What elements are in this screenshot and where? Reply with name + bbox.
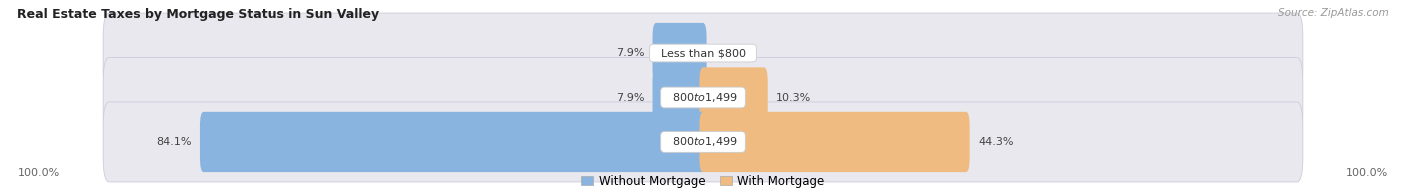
Text: 10.3%: 10.3% xyxy=(776,92,811,103)
FancyBboxPatch shape xyxy=(699,112,970,172)
Text: 100.0%: 100.0% xyxy=(1346,168,1388,178)
Text: 7.9%: 7.9% xyxy=(616,92,644,103)
FancyBboxPatch shape xyxy=(103,58,1303,137)
Text: 100.0%: 100.0% xyxy=(18,168,60,178)
FancyBboxPatch shape xyxy=(200,112,707,172)
Text: Less than $800: Less than $800 xyxy=(654,48,752,58)
FancyBboxPatch shape xyxy=(652,67,707,128)
Text: Source: ZipAtlas.com: Source: ZipAtlas.com xyxy=(1278,8,1389,18)
Text: 84.1%: 84.1% xyxy=(156,137,191,147)
Legend: Without Mortgage, With Mortgage: Without Mortgage, With Mortgage xyxy=(576,170,830,192)
Text: 0.0%: 0.0% xyxy=(721,48,749,58)
Text: $800 to $1,499: $800 to $1,499 xyxy=(665,136,741,148)
FancyBboxPatch shape xyxy=(699,67,768,128)
FancyBboxPatch shape xyxy=(103,102,1303,182)
Text: $800 to $1,499: $800 to $1,499 xyxy=(665,91,741,104)
Text: 7.9%: 7.9% xyxy=(616,48,644,58)
FancyBboxPatch shape xyxy=(103,13,1303,93)
FancyBboxPatch shape xyxy=(652,23,707,83)
Text: 44.3%: 44.3% xyxy=(979,137,1014,147)
Text: Real Estate Taxes by Mortgage Status in Sun Valley: Real Estate Taxes by Mortgage Status in … xyxy=(17,8,380,21)
